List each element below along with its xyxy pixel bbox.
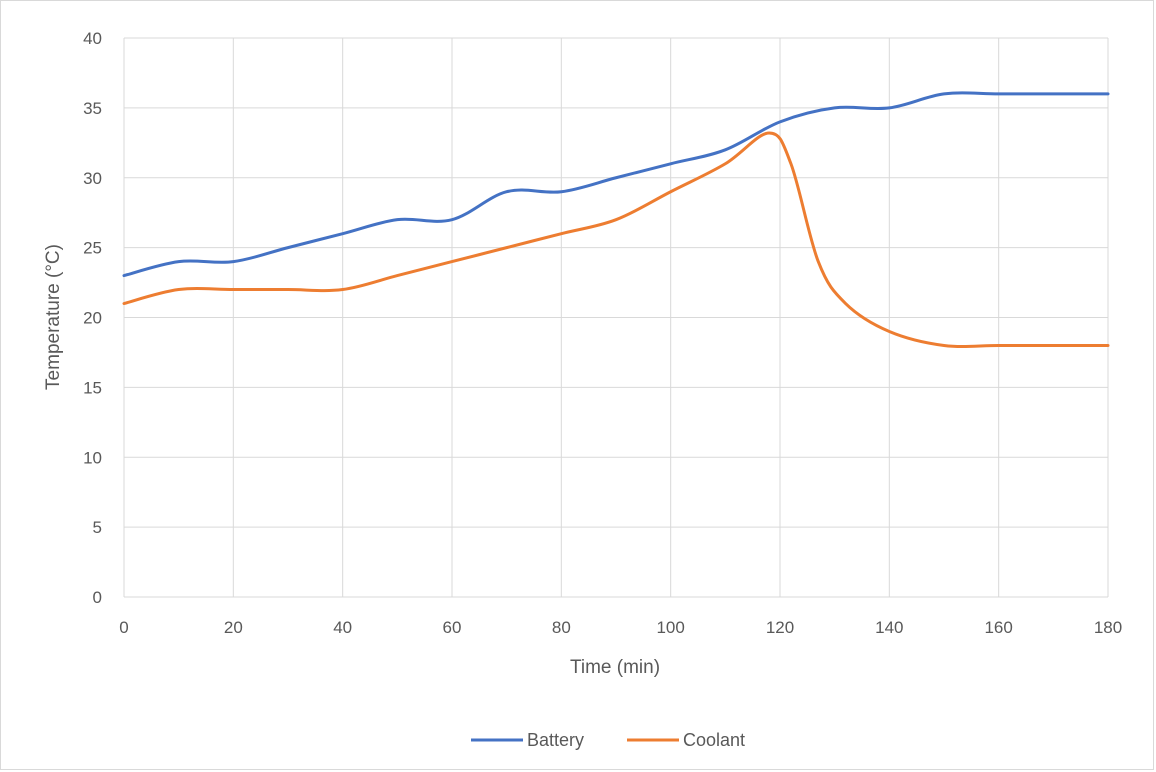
series-lines (122, 91, 1110, 348)
x-tick-label: 140 (875, 618, 903, 637)
legend: Battery Coolant (471, 730, 745, 750)
x-tick-label: 0 (119, 618, 128, 637)
x-tick-label: 20 (224, 618, 243, 637)
legend-entry-coolant: Coolant (627, 730, 745, 750)
x-tick-label: 80 (552, 618, 571, 637)
y-tick-labels: 0 5 10 15 20 25 30 35 40 (83, 29, 102, 607)
y-axis-title: Temperature (°C) (43, 244, 64, 390)
y-tick-label: 25 (83, 239, 102, 258)
legend-label: Coolant (683, 730, 745, 750)
gridlines (123, 37, 1109, 598)
series-line-coolant (122, 131, 1110, 348)
y-tick-label: 35 (83, 99, 102, 118)
y-tick-label: 5 (93, 518, 102, 537)
y-tick-label: 15 (83, 378, 102, 397)
x-tick-label: 180 (1094, 618, 1122, 637)
y-tick-label: 10 (83, 448, 102, 467)
x-tick-label: 100 (656, 618, 684, 637)
x-axis-title: Time (min) (570, 657, 660, 678)
x-tick-labels: 0 20 40 60 80 100 120 140 160 180 (119, 618, 1122, 637)
y-tick-label: 30 (83, 169, 102, 188)
legend-entry-battery: Battery (471, 730, 584, 750)
x-tick-label: 60 (443, 618, 462, 637)
series-line-battery (122, 91, 1110, 278)
legend-label: Battery (527, 730, 584, 750)
y-tick-label: 20 (83, 309, 102, 328)
x-tick-label: 120 (766, 618, 794, 637)
x-tick-label: 40 (333, 618, 352, 637)
x-tick-label: 160 (984, 618, 1012, 637)
y-tick-label: 0 (93, 588, 102, 607)
y-tick-label: 40 (83, 29, 102, 48)
